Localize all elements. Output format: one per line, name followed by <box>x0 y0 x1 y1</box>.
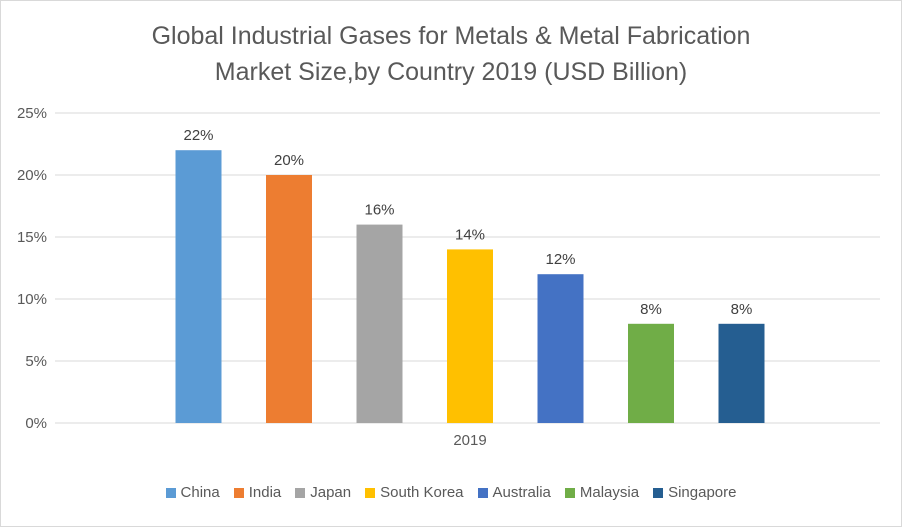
legend-item: Japan <box>295 484 351 501</box>
data-label: 16% <box>364 202 394 219</box>
data-label: 20% <box>274 152 304 169</box>
legend-swatch <box>233 487 244 498</box>
bar-malaysia <box>628 323 674 423</box>
bar-south-korea <box>447 249 493 423</box>
data-label: 14% <box>455 226 485 243</box>
y-tick-label: 20% <box>17 167 47 184</box>
bar-india <box>266 175 312 423</box>
legend-label: Malaysia <box>579 484 640 501</box>
y-tick-label: 25% <box>17 105 47 122</box>
legend-swatch <box>564 487 575 498</box>
legend-label: India <box>248 484 282 501</box>
legend: China India Japan South Korea Australia Malay… <box>0 484 902 501</box>
data-label: 22% <box>183 127 213 144</box>
x-tick-label: 2019 <box>453 432 486 449</box>
legend-label: Australia <box>492 484 551 501</box>
legend-label: China <box>180 484 220 501</box>
chart-title-line-1: Global Industrial Gases for Metals & Met… <box>151 22 751 50</box>
legend-item: South Korea <box>365 484 464 501</box>
data-label: 8% <box>640 301 662 318</box>
bar-australia <box>537 274 584 423</box>
y-tick-label: 5% <box>25 353 47 370</box>
legend-swatch <box>653 487 664 498</box>
data-label: 8% <box>731 301 753 318</box>
data-label: 12% <box>545 251 575 268</box>
y-tick-label: 0% <box>25 415 47 432</box>
legend-swatch <box>477 487 488 498</box>
y-tick-label: 15% <box>17 229 47 246</box>
legend-label: Japan <box>310 484 352 501</box>
legend-item: India <box>233 484 282 501</box>
bar-singapore <box>718 323 765 423</box>
legend-item: China <box>165 484 220 501</box>
legend-item: Malaysia <box>564 484 640 501</box>
legend-swatch <box>165 487 176 498</box>
y-tick-label: 10% <box>17 291 47 308</box>
legend-swatch <box>295 487 306 498</box>
legend-label: Singapore <box>668 484 737 501</box>
legend-item: Singapore <box>653 484 736 501</box>
legend-swatch <box>365 487 376 498</box>
chart-title-line-2: Market Size,by Country 2019 (USD Billion… <box>214 58 688 86</box>
legend-label: South Korea <box>380 484 464 501</box>
legend-item: Australia <box>477 484 551 501</box>
bar-japan <box>356 224 403 423</box>
bar-china <box>175 150 222 423</box>
